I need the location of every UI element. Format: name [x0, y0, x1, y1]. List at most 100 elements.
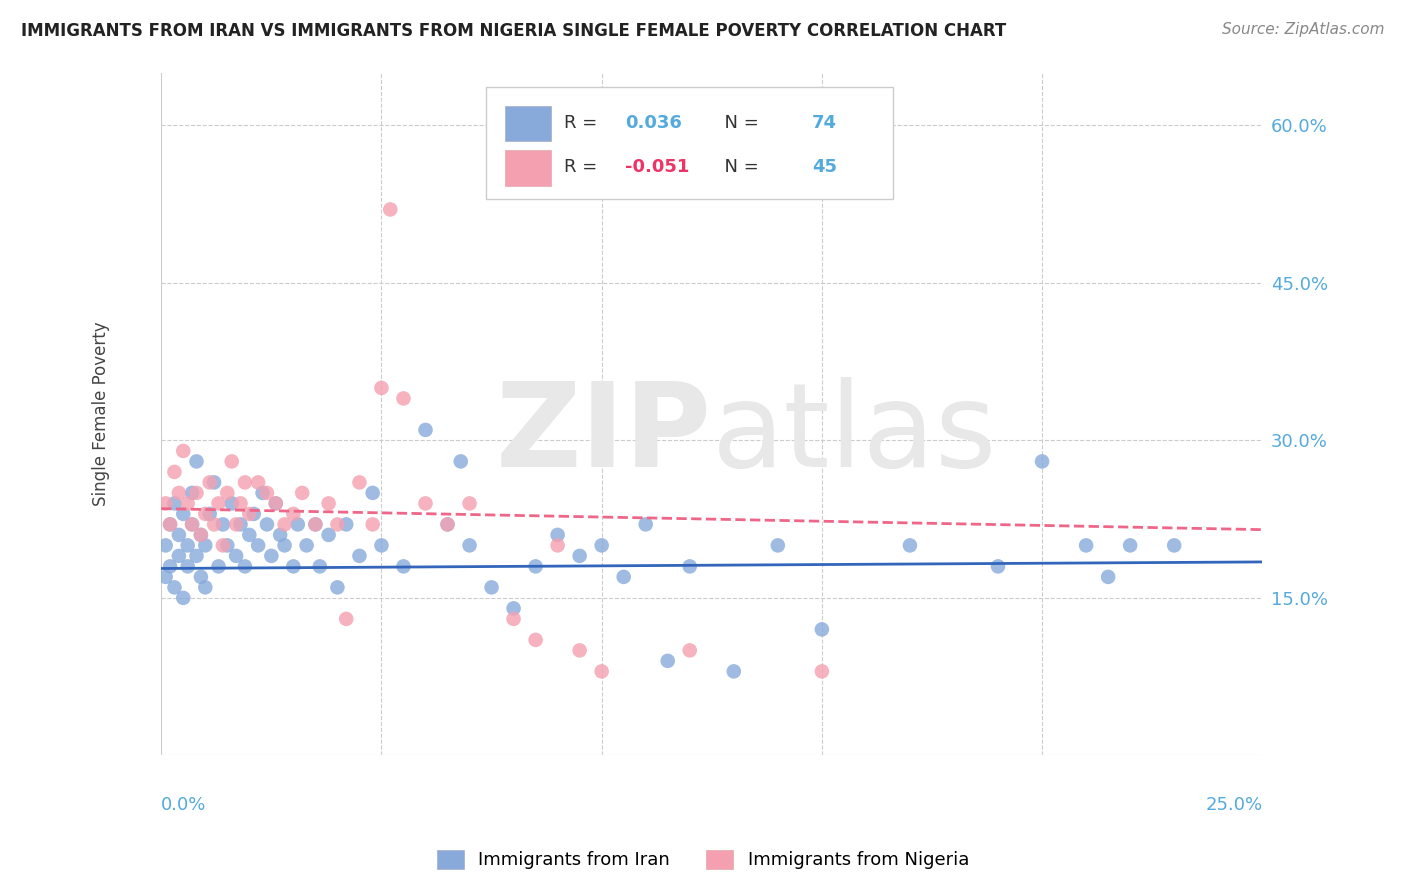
Point — [458, 538, 481, 552]
Point — [242, 507, 264, 521]
Point — [247, 538, 270, 552]
FancyBboxPatch shape — [486, 87, 893, 199]
Point — [155, 538, 177, 552]
Point — [186, 454, 208, 468]
Point — [172, 444, 194, 458]
Point — [256, 486, 278, 500]
Text: atlas: atlas — [711, 377, 997, 492]
Point — [233, 559, 256, 574]
Point — [326, 580, 349, 594]
Point — [221, 496, 243, 510]
Point — [1097, 570, 1119, 584]
Point — [291, 486, 314, 500]
Point — [591, 538, 613, 552]
Legend: Immigrants from Iran, Immigrants from Nigeria: Immigrants from Iran, Immigrants from Ni… — [427, 841, 979, 879]
Point — [176, 538, 198, 552]
Point — [264, 496, 287, 510]
Point — [273, 517, 295, 532]
Point — [1119, 538, 1142, 552]
Point — [766, 538, 789, 552]
Point — [217, 486, 239, 500]
Text: IMMIGRANTS FROM IRAN VS IMMIGRANTS FROM NIGERIA SINGLE FEMALE POVERTY CORRELATIO: IMMIGRANTS FROM IRAN VS IMMIGRANTS FROM … — [21, 22, 1007, 40]
Point — [335, 517, 357, 532]
Point — [225, 517, 247, 532]
Point — [194, 507, 217, 521]
Point — [898, 538, 921, 552]
Point — [679, 643, 702, 657]
Text: 0.036: 0.036 — [624, 114, 682, 132]
Point — [181, 517, 204, 532]
Point — [392, 559, 415, 574]
Point — [318, 496, 340, 510]
Point — [212, 538, 235, 552]
Text: 0.0%: 0.0% — [162, 797, 207, 814]
Point — [1031, 454, 1053, 468]
Point — [318, 528, 340, 542]
Point — [361, 517, 384, 532]
Point — [811, 665, 834, 679]
Point — [287, 517, 309, 532]
Point — [159, 559, 181, 574]
Point — [436, 517, 458, 532]
Point — [502, 612, 524, 626]
Point — [987, 559, 1010, 574]
Text: Single Female Poverty: Single Female Poverty — [91, 322, 110, 507]
Point — [657, 654, 679, 668]
Point — [436, 517, 458, 532]
Point — [1163, 538, 1185, 552]
Point — [304, 517, 326, 532]
Point — [335, 612, 357, 626]
Point — [212, 517, 235, 532]
Point — [163, 580, 186, 594]
Point — [380, 202, 402, 217]
Point — [190, 528, 212, 542]
Point — [155, 570, 177, 584]
Point — [524, 559, 547, 574]
Text: 45: 45 — [811, 158, 837, 176]
Point — [190, 570, 212, 584]
Point — [361, 486, 384, 500]
Text: -0.051: -0.051 — [624, 158, 689, 176]
Point — [163, 465, 186, 479]
Point — [155, 496, 177, 510]
Point — [370, 538, 392, 552]
Point — [264, 496, 287, 510]
Point — [190, 528, 212, 542]
Point — [547, 528, 569, 542]
Point — [524, 632, 547, 647]
Text: 25.0%: 25.0% — [1205, 797, 1263, 814]
Text: ZIP: ZIP — [496, 377, 711, 492]
Point — [568, 643, 591, 657]
Text: 74: 74 — [811, 114, 837, 132]
Point — [723, 665, 745, 679]
Point — [392, 392, 415, 406]
Point — [458, 496, 481, 510]
Point — [159, 517, 181, 532]
Point — [163, 496, 186, 510]
Point — [547, 538, 569, 552]
Point — [502, 601, 524, 615]
Point — [273, 538, 295, 552]
Point — [167, 549, 190, 563]
Point — [256, 517, 278, 532]
Point — [202, 517, 225, 532]
Point — [295, 538, 318, 552]
Text: N =: N = — [713, 114, 765, 132]
Point — [221, 454, 243, 468]
FancyBboxPatch shape — [505, 106, 551, 141]
Point — [238, 528, 260, 542]
Point — [194, 538, 217, 552]
Point — [247, 475, 270, 490]
Point — [568, 549, 591, 563]
Point — [481, 580, 503, 594]
Point — [679, 559, 702, 574]
Point — [415, 496, 437, 510]
Point — [370, 381, 392, 395]
Point — [186, 486, 208, 500]
Text: R =: R = — [564, 158, 603, 176]
Point — [198, 507, 221, 521]
Point — [186, 549, 208, 563]
Point — [225, 549, 247, 563]
Point — [217, 538, 239, 552]
Point — [233, 475, 256, 490]
